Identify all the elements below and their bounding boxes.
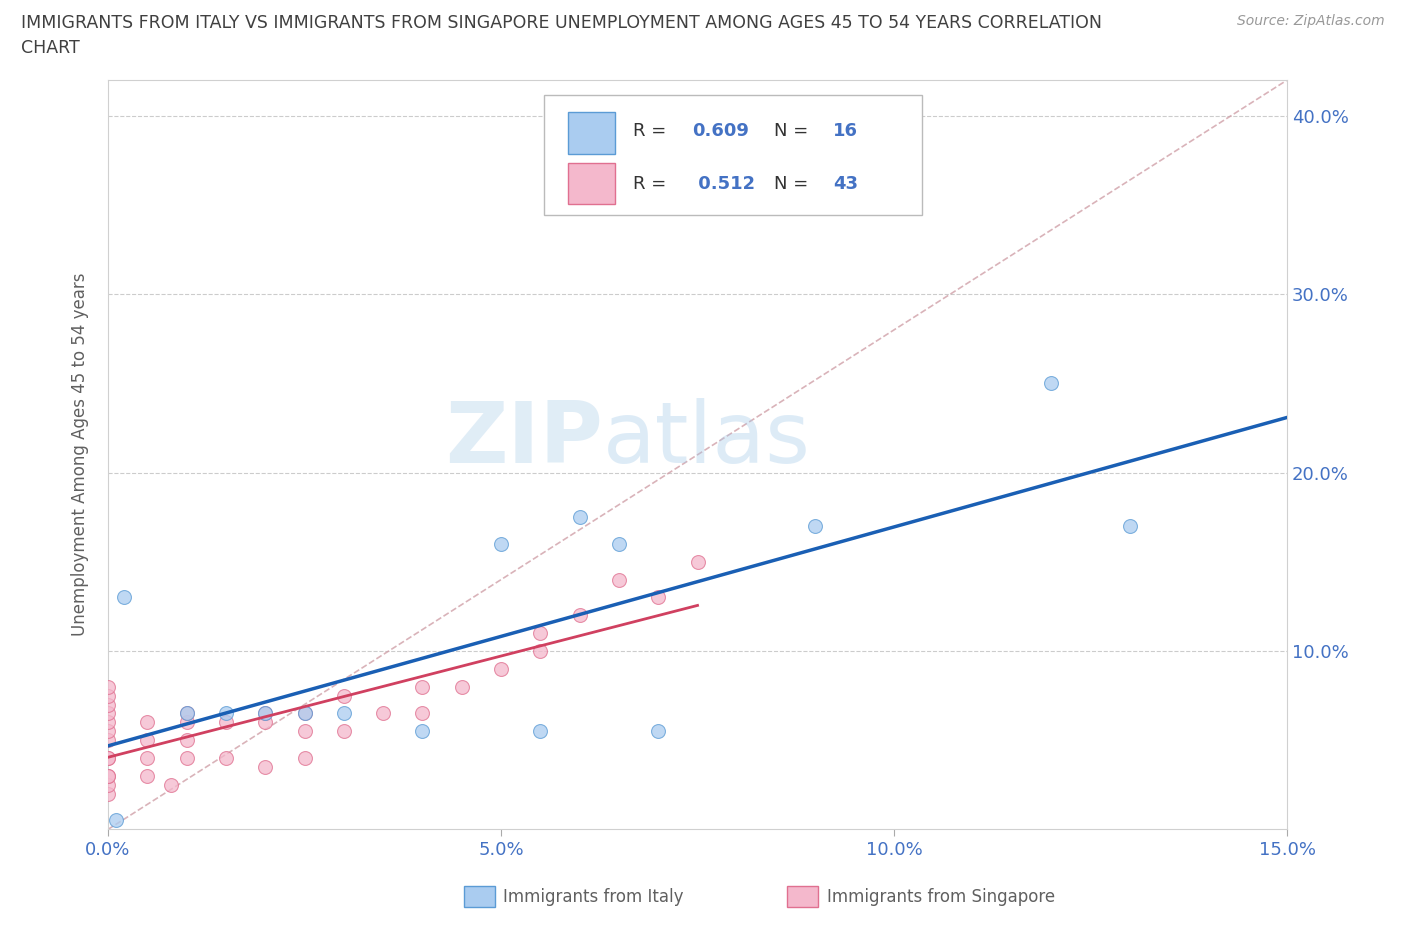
Text: R =: R = [633, 122, 672, 140]
Text: N =: N = [775, 175, 814, 193]
Point [97, 786, 120, 801]
Text: Source: ZipAtlas.com: Source: ZipAtlas.com [1237, 14, 1385, 28]
Text: Immigrants from Singapore: Immigrants from Singapore [827, 887, 1054, 906]
Point [97, 706, 120, 721]
Text: IMMIGRANTS FROM ITALY VS IMMIGRANTS FROM SINGAPORE UNEMPLOYMENT AMONG AGES 45 TO: IMMIGRANTS FROM ITALY VS IMMIGRANTS FROM… [21, 14, 1102, 32]
Point [804, 519, 827, 534]
Point [136, 733, 159, 748]
Point [254, 760, 277, 775]
FancyBboxPatch shape [568, 113, 614, 153]
Point [411, 724, 433, 738]
Point [176, 706, 198, 721]
Point [97, 688, 120, 703]
Point [254, 706, 277, 721]
Point [97, 777, 120, 792]
Point [450, 679, 472, 694]
Point [136, 768, 159, 783]
Y-axis label: Unemployment Among Ages 45 to 54 years: Unemployment Among Ages 45 to 54 years [72, 273, 89, 636]
Point [568, 608, 591, 623]
Point [176, 715, 198, 730]
Point [568, 510, 591, 525]
Text: R =: R = [633, 175, 672, 193]
Point [97, 768, 120, 783]
Point [97, 768, 120, 783]
Point [136, 715, 159, 730]
Point [97, 751, 120, 765]
Point [1040, 376, 1063, 391]
Text: 16: 16 [834, 122, 858, 140]
Text: 0.609: 0.609 [692, 122, 748, 140]
Point [489, 537, 512, 551]
Point [215, 715, 238, 730]
Point [176, 733, 198, 748]
Point [215, 751, 238, 765]
Point [97, 733, 120, 748]
Point [294, 706, 316, 721]
FancyBboxPatch shape [568, 163, 614, 204]
Point [411, 679, 433, 694]
Point [607, 537, 630, 551]
Point [160, 777, 183, 792]
Text: N =: N = [775, 122, 814, 140]
Point [97, 679, 120, 694]
Point [294, 724, 316, 738]
Point [647, 590, 669, 604]
Text: 43: 43 [834, 175, 858, 193]
Point [176, 751, 198, 765]
Text: Immigrants from Italy: Immigrants from Italy [503, 887, 683, 906]
Point [529, 724, 551, 738]
Point [607, 572, 630, 587]
Point [97, 751, 120, 765]
Point [104, 813, 127, 828]
FancyBboxPatch shape [544, 95, 921, 215]
Point [529, 644, 551, 658]
Point [97, 698, 120, 712]
Point [254, 715, 277, 730]
Point [489, 661, 512, 676]
Text: atlas: atlas [603, 398, 811, 481]
Text: 0.512: 0.512 [692, 175, 755, 193]
Point [254, 706, 277, 721]
Point [97, 715, 120, 730]
Point [686, 554, 709, 569]
Point [97, 724, 120, 738]
Point [176, 706, 198, 721]
Text: CHART: CHART [21, 39, 80, 57]
Point [294, 751, 316, 765]
Point [294, 706, 316, 721]
Point [411, 706, 433, 721]
Point [1119, 519, 1142, 534]
Point [529, 626, 551, 641]
Point [215, 706, 238, 721]
Point [136, 751, 159, 765]
Point [371, 706, 394, 721]
Point [333, 706, 356, 721]
Point [333, 724, 356, 738]
Point [647, 724, 669, 738]
Point [112, 590, 135, 604]
Text: ZIP: ZIP [446, 398, 603, 481]
Point [333, 688, 356, 703]
